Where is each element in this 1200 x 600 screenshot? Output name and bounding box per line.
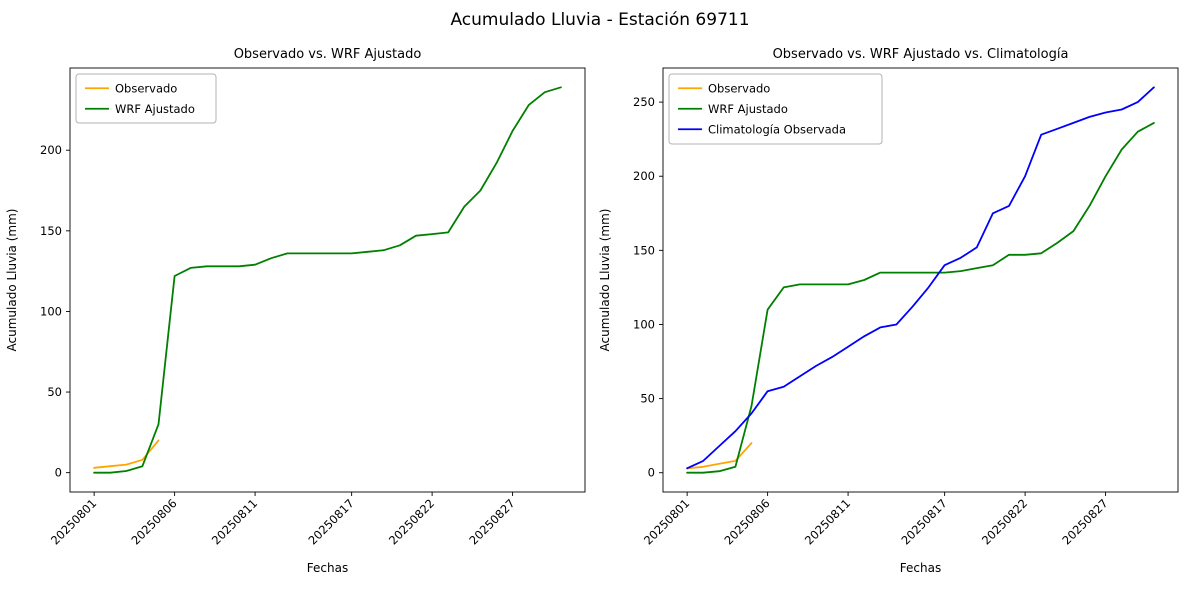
subplot-left: Observado vs. WRF Ajustado 0 50 100 150 200 20… — [0, 40, 600, 600]
legend-label-climatologia-observada: Climatología Observada — [708, 122, 846, 136]
x-tick-label-group: 20250822 — [979, 496, 1030, 547]
series-line-climatologia-observada — [686, 86, 1155, 470]
y-tick-label: 250 — [633, 95, 655, 109]
y-tick-label: 150 — [633, 243, 655, 257]
legend-label-observado: Observado — [115, 81, 177, 95]
figure-title: Acumulado Lluvia - Estación 69711 — [450, 10, 750, 30]
x-tick-label-group: 20250817 — [305, 496, 356, 547]
x-tick-label: 20250822 — [979, 496, 1030, 547]
x-tick-label-group: 20250801 — [641, 496, 692, 547]
x-axis-label: Fechas — [900, 561, 941, 575]
x-tick-label-group: 20250817 — [898, 496, 949, 547]
x-tick-label-group: 20250822 — [386, 496, 437, 547]
series-line-wrf-ajustado — [93, 86, 562, 474]
x-tick-label-group: 20250806 — [128, 496, 179, 547]
series-line-wrf-ajustado — [686, 122, 1155, 474]
y-axis-label: Acumulado Lluvia (mm) — [598, 209, 612, 352]
x-tick-label: 20250811 — [802, 496, 853, 547]
y-tick-label: 50 — [640, 392, 655, 406]
x-tick-label-group: 20250806 — [721, 496, 772, 547]
legend-box — [668, 73, 883, 145]
y-tick-label: 200 — [633, 169, 655, 183]
y-tick-label: 100 — [40, 304, 62, 318]
x-tick-label-group: 20250827 — [466, 496, 517, 547]
y-tick-label: 50 — [47, 385, 62, 399]
x-axis-label: Fechas — [307, 561, 348, 575]
axes-spines — [662, 67, 1179, 493]
x-tick-label: 20250817 — [898, 496, 949, 547]
x-tick-label: 20250827 — [466, 496, 517, 547]
x-tick-label: 20250806 — [128, 496, 179, 547]
y-tick-label: 0 — [55, 466, 62, 480]
y-axis-label-group: Acumulado Lluvia (mm) — [598, 209, 612, 352]
x-tick-label-group: 20250801 — [48, 496, 99, 547]
y-axis-label-group: Acumulado Lluvia (mm) — [5, 209, 19, 352]
y-tick-label: 100 — [633, 317, 655, 331]
axes-spines — [69, 67, 586, 493]
subplot-title: Observado vs. WRF Ajustado vs. Climatolo… — [773, 47, 1069, 62]
x-tick-label-group: 20250811 — [209, 496, 260, 547]
y-tick-label: 150 — [40, 224, 62, 238]
series-line-observado — [686, 442, 753, 470]
chart-canvas: Observado vs. WRF Ajustado vs. Climatolo… — [598, 47, 1179, 575]
y-tick-label: 200 — [40, 143, 62, 157]
x-tick-label: 20250811 — [209, 496, 260, 547]
x-tick-label: 20250801 — [641, 496, 692, 547]
legend-label-wrf-ajustado: WRF Ajustado — [708, 102, 788, 116]
legend-box — [75, 73, 217, 124]
chart-canvas: Observado vs. WRF Ajustado 0 50 100 150 200 20… — [5, 47, 586, 575]
y-axis-label: Acumulado Lluvia (mm) — [5, 209, 19, 352]
subplot-right: Observado vs. WRF Ajustado vs. Climatolo… — [593, 40, 1193, 600]
subplot-title: Observado vs. WRF Ajustado — [234, 47, 422, 62]
x-tick-label-group: 20250811 — [802, 496, 853, 547]
x-tick-label: 20250801 — [48, 496, 99, 547]
legend-label-wrf-ajustado: WRF Ajustado — [115, 102, 195, 116]
series-line-observado — [93, 439, 160, 469]
x-tick-label: 20250817 — [305, 496, 356, 547]
x-tick-label: 20250806 — [721, 496, 772, 547]
x-tick-label: 20250822 — [386, 496, 437, 547]
y-tick-label: 0 — [648, 466, 655, 480]
legend-label-observado: Observado — [708, 81, 770, 95]
x-tick-label-group: 20250827 — [1059, 496, 1110, 547]
x-tick-label: 20250827 — [1059, 496, 1110, 547]
